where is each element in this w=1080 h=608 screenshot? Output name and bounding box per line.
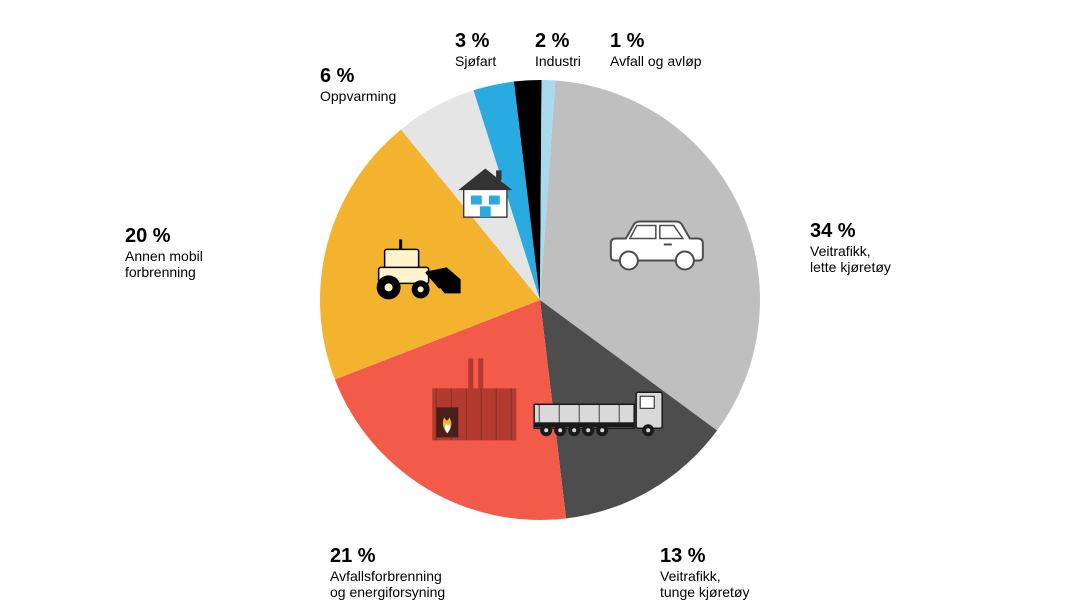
label-mobile: 20 %Annen mobil forbrenning [125, 225, 203, 280]
pie-chart-svg [0, 0, 1080, 608]
pct-heavy: 13 % [660, 545, 749, 568]
emissions-pie-infographic: 34 %Veitrafikk, lette kjøretøy13 %Veitra… [0, 0, 1080, 608]
pct-waste: 21 % [330, 545, 445, 568]
pct-heat: 6 % [320, 65, 396, 88]
label-waste: 21 %Avfallsforbrenning og energiforsynin… [330, 545, 445, 600]
pct-avfall: 1 % [610, 30, 702, 53]
pct-mobile: 20 % [125, 225, 203, 248]
label-heat: 6 %Oppvarming [320, 65, 396, 104]
name-avfall: Avfall og avløp [610, 53, 702, 69]
label-avfall: 1 %Avfall og avløp [610, 30, 702, 69]
name-heavy: Veitrafikk, tunge kjøretøy [660, 568, 749, 600]
name-sea: Sjøfart [455, 53, 496, 69]
label-light: 34 %Veitrafikk, lette kjøretøy [810, 220, 891, 275]
pct-light: 34 % [810, 220, 891, 243]
name-ind: Industri [535, 53, 581, 69]
label-heavy: 13 %Veitrafikk, tunge kjøretøy [660, 545, 749, 600]
pct-sea: 3 % [455, 30, 496, 53]
pct-ind: 2 % [535, 30, 581, 53]
name-heat: Oppvarming [320, 88, 396, 104]
name-mobile: Annen mobil forbrenning [125, 248, 203, 280]
label-sea: 3 %Sjøfart [455, 30, 496, 69]
label-ind: 2 %Industri [535, 30, 581, 69]
name-waste: Avfallsforbrenning og energiforsyning [330, 568, 445, 600]
name-light: Veitrafikk, lette kjøretøy [810, 243, 891, 275]
